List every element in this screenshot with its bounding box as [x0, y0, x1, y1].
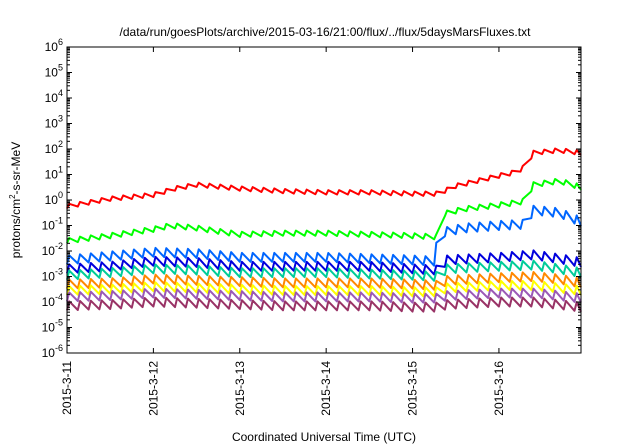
y-tick-label: 10-5: [42, 318, 63, 335]
series-line-5: [66, 271, 582, 291]
y-tick-label: 102: [45, 139, 63, 156]
series-line-6: [66, 280, 582, 298]
y-tick-label: 106: [45, 37, 63, 54]
y-axis: 10-610-510-410-310-210-11001011021031041…: [42, 37, 581, 360]
y-tick-label: 103: [45, 114, 63, 131]
series-line-3: [66, 249, 582, 276]
series-layer: [66, 147, 582, 313]
series-line-7: [66, 287, 582, 304]
y-tick-label-base: 10: [45, 66, 59, 80]
y-tick-label-exponent: 1: [58, 165, 63, 175]
x-tick-label: 2015-3-13: [233, 361, 247, 416]
y-tick-label: 10-2: [42, 241, 63, 258]
series-line-1: [66, 178, 582, 244]
x-axis: 2015-3-11 2015-3-12 2015-3-13 2015-3-14 2015…: [60, 47, 506, 416]
chart-title: /data/run/goesPlots/archive/2015-03-16/2…: [120, 25, 532, 39]
y-tick-label: 10-4: [42, 292, 63, 309]
x-tick-label: 2015-3-16: [492, 361, 506, 416]
y-tick-label-exponent: -2: [55, 241, 63, 251]
y-tick-label-exponent: 5: [58, 63, 63, 73]
y-tick-label-base: 10: [45, 91, 59, 105]
y-tick-label-exponent: 3: [58, 114, 63, 124]
x-tick-label: 2015-3-14: [319, 361, 333, 416]
x-tick-label: 2015-3-11: [60, 361, 74, 415]
y-tick-label-exponent: 4: [58, 88, 63, 98]
y-tick-label-exponent: -4: [55, 292, 63, 302]
x-tick-label: 2015-3-12: [146, 361, 160, 416]
series-line-0: [66, 147, 582, 209]
y-tick-label-base: 10: [42, 219, 56, 233]
y-tick-label: 105: [45, 63, 63, 80]
y-axis-label-rest: -s-sr-MeV: [9, 142, 23, 195]
y-tick-label-base: 10: [42, 346, 56, 360]
y-tick-label: 10-1: [42, 216, 63, 233]
y-tick-label-exponent: 0: [58, 190, 63, 200]
x-tick-label: 2015-3-15: [406, 361, 420, 416]
y-tick-label-exponent: 2: [58, 139, 63, 149]
y-tick-label-base: 10: [42, 295, 56, 309]
y-tick-label-exponent: -3: [55, 267, 63, 277]
y-tick-label-exponent: -6: [55, 343, 63, 353]
y-tick-label-base: 10: [45, 142, 59, 156]
y-tick-label: 101: [45, 165, 63, 182]
series-line-4: [66, 259, 582, 282]
y-tick-label: 10-6: [42, 343, 63, 360]
y-axis-label: protons/cm2-s-sr-MeV: [8, 142, 23, 258]
y-tick-label-base: 10: [42, 244, 56, 258]
x-axis-label: Coordinated Universal Time (UTC): [232, 430, 416, 444]
y-axis-label-superscript: 2: [8, 194, 17, 199]
y-tick-label-base: 10: [42, 321, 56, 335]
y-axis-label-base: protons/cm: [9, 199, 23, 258]
y-tick-label-exponent: 6: [58, 37, 63, 47]
y-tick-label: 10-3: [42, 267, 63, 284]
y-tick-label: 100: [45, 190, 63, 207]
y-tick-label-base: 10: [45, 193, 59, 207]
series-line-2: [66, 204, 582, 267]
y-tick-label: 104: [45, 88, 63, 105]
y-tick-label-exponent: -5: [55, 318, 63, 328]
y-tick-label-base: 10: [42, 270, 56, 284]
y-tick-label-base: 10: [45, 168, 59, 182]
y-tick-label-base: 10: [45, 117, 59, 131]
y-tick-label-base: 10: [45, 40, 59, 54]
y-tick-label-exponent: -1: [55, 216, 63, 226]
series-line-8: [66, 296, 582, 313]
